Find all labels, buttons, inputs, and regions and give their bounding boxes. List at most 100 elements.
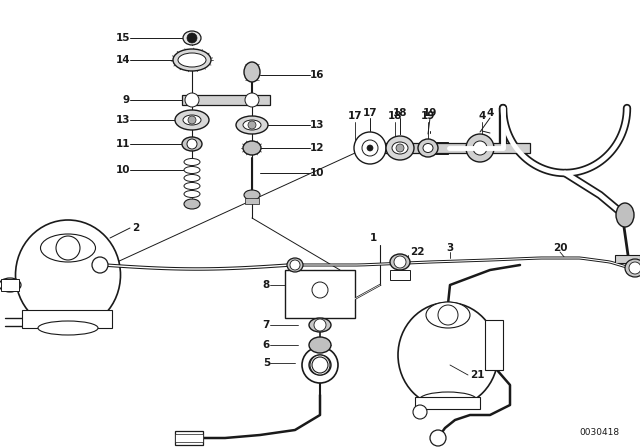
Circle shape (354, 132, 386, 164)
Ellipse shape (309, 337, 331, 353)
Text: 21: 21 (470, 370, 484, 380)
Circle shape (185, 93, 199, 107)
Ellipse shape (243, 120, 261, 130)
Text: 22: 22 (410, 247, 424, 257)
Bar (355, 143, 530, 153)
Ellipse shape (243, 141, 261, 155)
Circle shape (248, 121, 256, 129)
Text: 14: 14 (115, 55, 130, 65)
Text: 8: 8 (263, 280, 270, 290)
Bar (175, 434, 203, 442)
Ellipse shape (184, 159, 200, 165)
Ellipse shape (309, 318, 331, 332)
Circle shape (92, 257, 108, 273)
Bar (390, 270, 410, 280)
Bar (22, 310, 112, 328)
Text: 1: 1 (369, 233, 376, 243)
Circle shape (302, 347, 338, 383)
Text: 18: 18 (393, 108, 407, 118)
Text: 7: 7 (262, 320, 270, 330)
Circle shape (310, 355, 330, 375)
Text: 17: 17 (348, 111, 362, 121)
Text: 11: 11 (115, 139, 130, 149)
Text: 9: 9 (123, 95, 130, 105)
Circle shape (396, 144, 404, 152)
Ellipse shape (309, 355, 331, 375)
Text: 3: 3 (446, 243, 454, 253)
Bar (182, 95, 270, 105)
Ellipse shape (175, 110, 209, 130)
Bar (615, 255, 640, 263)
Text: 2: 2 (132, 223, 140, 233)
Ellipse shape (386, 136, 414, 160)
Text: 4: 4 (478, 111, 486, 121)
Text: 6: 6 (263, 340, 270, 350)
Text: 13: 13 (115, 115, 130, 125)
Circle shape (312, 357, 328, 373)
Bar (245, 198, 259, 204)
Ellipse shape (15, 220, 120, 330)
Circle shape (438, 305, 458, 325)
Text: 4: 4 (486, 108, 493, 118)
Text: 15: 15 (115, 33, 130, 43)
Ellipse shape (236, 116, 268, 134)
Ellipse shape (625, 259, 640, 277)
Ellipse shape (244, 62, 260, 82)
Circle shape (367, 145, 373, 151)
Circle shape (413, 405, 427, 419)
Ellipse shape (184, 175, 200, 181)
Ellipse shape (184, 190, 200, 198)
Ellipse shape (184, 182, 200, 190)
Ellipse shape (40, 234, 95, 262)
Circle shape (362, 140, 378, 156)
Text: 19: 19 (421, 111, 435, 121)
Bar (285, 270, 355, 318)
Text: 20: 20 (553, 243, 567, 253)
Bar (428, 142, 448, 154)
Ellipse shape (178, 53, 206, 67)
Text: 10: 10 (310, 168, 324, 178)
Circle shape (188, 116, 196, 124)
Text: 19: 19 (423, 108, 437, 118)
Bar (485, 320, 503, 370)
Ellipse shape (390, 254, 410, 270)
Bar (175, 431, 203, 445)
Ellipse shape (307, 355, 333, 375)
Circle shape (290, 260, 300, 270)
Circle shape (245, 93, 259, 107)
Text: 5: 5 (263, 358, 270, 368)
Ellipse shape (244, 190, 260, 200)
Circle shape (314, 319, 326, 331)
Ellipse shape (184, 199, 200, 209)
Ellipse shape (183, 115, 201, 125)
Text: 17: 17 (363, 108, 378, 118)
Bar (415, 397, 480, 409)
Ellipse shape (419, 392, 477, 408)
Ellipse shape (38, 321, 98, 335)
Ellipse shape (423, 143, 433, 152)
Text: 0030418: 0030418 (580, 427, 620, 436)
Ellipse shape (616, 203, 634, 227)
Text: 13: 13 (310, 120, 324, 130)
Ellipse shape (182, 137, 202, 151)
Circle shape (430, 430, 446, 446)
Circle shape (629, 262, 640, 274)
Ellipse shape (183, 31, 201, 45)
Text: 10: 10 (115, 165, 130, 175)
Circle shape (187, 33, 197, 43)
Ellipse shape (287, 258, 303, 272)
Ellipse shape (0, 278, 21, 292)
Text: 12: 12 (310, 143, 324, 153)
Ellipse shape (173, 49, 211, 71)
Ellipse shape (392, 142, 408, 154)
Circle shape (312, 282, 328, 298)
Ellipse shape (184, 167, 200, 173)
Ellipse shape (418, 139, 438, 157)
Circle shape (473, 141, 487, 155)
Circle shape (394, 256, 406, 268)
Ellipse shape (398, 302, 498, 408)
Text: 18: 18 (388, 111, 403, 121)
Circle shape (56, 236, 80, 260)
Circle shape (187, 139, 197, 149)
Circle shape (466, 134, 494, 162)
